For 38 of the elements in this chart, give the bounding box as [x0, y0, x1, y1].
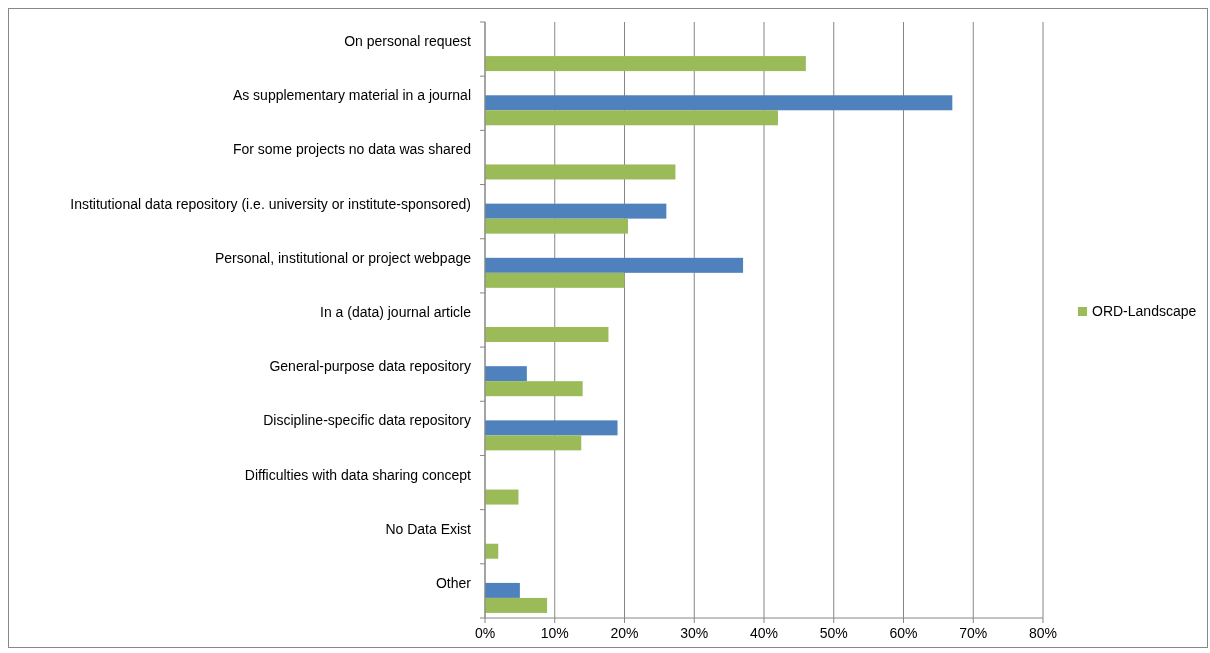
x-tick-label: 80%	[1028, 625, 1058, 641]
bar	[485, 435, 582, 451]
y-tick-label: Institutional data repository (i.e. university or institute-sponsored)	[70, 195, 471, 212]
y-tick-label: Discipline-specific data repository	[263, 412, 471, 429]
bar	[485, 56, 806, 72]
bar	[485, 95, 953, 111]
bar	[485, 203, 667, 219]
bar	[485, 543, 499, 559]
y-tick-label: General-purpose data repository	[269, 358, 471, 375]
bar	[485, 366, 527, 382]
bar	[485, 257, 744, 273]
y-tick-label: As supplementary material in a journal	[232, 87, 471, 104]
bar	[485, 582, 520, 598]
bar	[485, 164, 676, 180]
bar	[485, 327, 609, 342]
x-tick-label: 70%	[959, 625, 988, 641]
bar	[485, 381, 583, 397]
bar	[485, 489, 519, 505]
x-tick-label: 30%	[680, 625, 709, 641]
y-tick-label: No Data Exist	[385, 520, 472, 537]
bar	[485, 110, 778, 126]
y-tick-label: For some projects no data was shared	[232, 141, 471, 158]
x-tick-label: 60%	[889, 625, 918, 641]
x-tick-label: 50%	[819, 625, 848, 641]
bar	[485, 272, 625, 288]
y-tick-label: In a (data) journal article	[320, 304, 472, 320]
x-tick-label: 0%	[474, 625, 496, 641]
x-tick-label: 40%	[749, 625, 779, 641]
y-tick-label: Other	[435, 574, 472, 591]
x-tick-label: 10%	[540, 625, 569, 641]
legend-label: ORD-Landscape	[1092, 303, 1197, 319]
y-tick-label: Personal, institutional or project webpage	[214, 249, 472, 266]
bar	[485, 597, 548, 613]
x-tick-label: 20%	[610, 625, 639, 641]
y-tick-label: Difficulties with data sharing concept	[244, 466, 472, 483]
bar	[485, 420, 618, 436]
bar	[485, 218, 628, 234]
y-tick-label: On personal request	[344, 33, 472, 50]
